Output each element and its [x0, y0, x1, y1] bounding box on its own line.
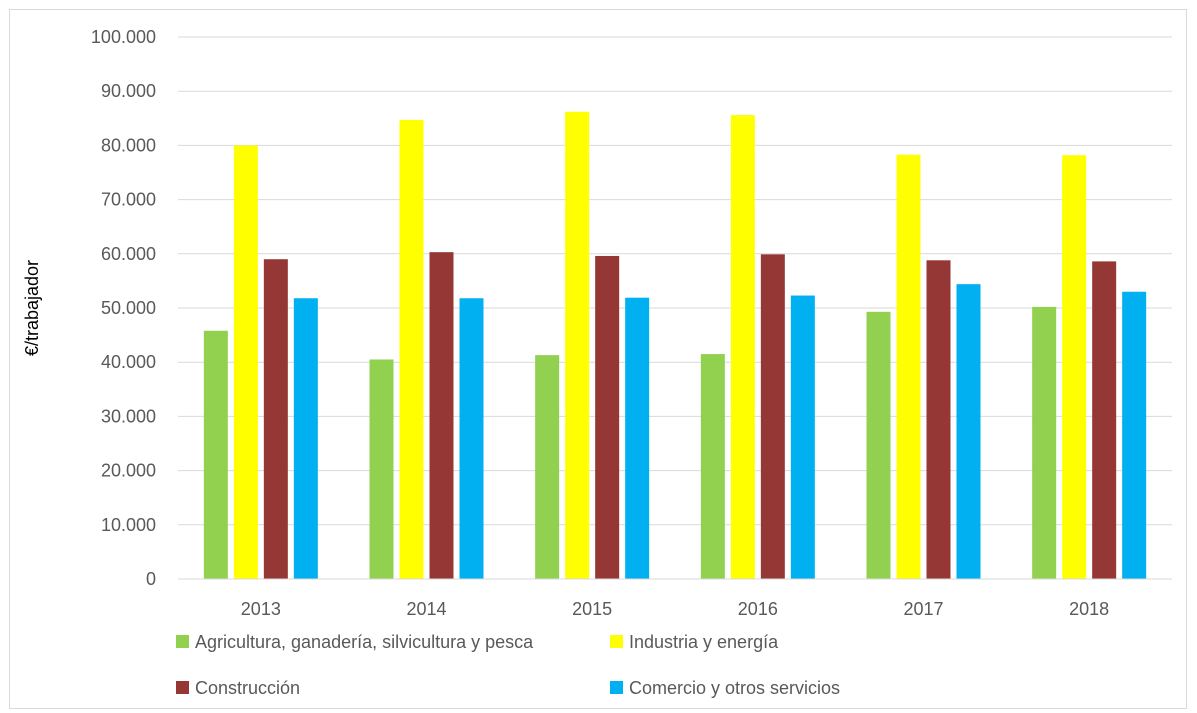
legend-label: Construcción: [195, 678, 300, 698]
x-tick-label: 2015: [572, 599, 612, 619]
legend: Agricultura, ganadería, silvicultura y p…: [176, 632, 840, 698]
gridlines: [178, 36, 1172, 526]
bar-2015-series-3: [595, 255, 620, 579]
x-tick-label: 2017: [903, 599, 943, 619]
bar-2013-series-1: [203, 330, 228, 579]
legend-swatch: [176, 635, 189, 648]
bar-2016-series-4: [790, 295, 815, 579]
y-axis-ticks: 0 10.000 20.000 30.000 40.000 50.000 60.000 70.…: [91, 27, 156, 589]
y-tick-label: 80.000: [101, 135, 156, 155]
x-tick-label: 2013: [241, 599, 281, 619]
legend-swatch: [176, 681, 189, 694]
y-tick-label: 30.000: [101, 406, 156, 426]
x-axis-ticks: 2013 2014 2015 2016 2017 2018: [241, 599, 1109, 619]
legend-label: Industria y energía: [629, 632, 779, 652]
bar-2018-series-4: [1122, 291, 1147, 579]
y-tick-label: 40.000: [101, 352, 156, 372]
bar-2016-series-1: [700, 354, 725, 579]
bar-2017-series-4: [956, 284, 981, 579]
legend-label: Comercio y otros servicios: [629, 678, 840, 698]
y-axis-title: €/trabajador: [22, 260, 42, 356]
y-tick-label: 0: [146, 569, 156, 589]
bar-2017-series-1: [866, 311, 891, 579]
y-tick-label: 20.000: [101, 461, 156, 481]
y-tick-label: 100.000: [91, 27, 156, 47]
bar-2018-series-2: [1062, 155, 1087, 579]
x-tick-label: 2014: [406, 599, 446, 619]
bar-2014-series-3: [429, 252, 454, 579]
x-tick-label: 2018: [1069, 599, 1109, 619]
y-tick-label: 10.000: [101, 515, 156, 535]
legend-swatch: [610, 635, 623, 648]
bars: [203, 111, 1147, 580]
legend-swatch: [610, 681, 623, 694]
legend-label: Agricultura, ganadería, silvicultura y p…: [195, 632, 534, 652]
bar-2016-series-3: [760, 254, 785, 580]
bar-2018-series-1: [1032, 306, 1057, 579]
bar-2015-series-1: [535, 355, 560, 579]
bar-2013-series-2: [233, 145, 258, 579]
bar-2015-series-2: [565, 111, 590, 580]
bar-2013-series-3: [263, 259, 288, 579]
chart-frame: [9, 9, 1187, 709]
bar-2017-series-3: [926, 260, 951, 579]
y-tick-label: 70.000: [101, 190, 156, 210]
y-tick-label: 60.000: [101, 244, 156, 264]
bar-2016-series-2: [730, 115, 755, 579]
bar-2015-series-4: [625, 297, 650, 579]
bar-2014-series-4: [459, 298, 484, 579]
y-tick-label: 90.000: [101, 81, 156, 101]
bar-2014-series-1: [369, 359, 394, 579]
bar-2013-series-4: [293, 298, 318, 579]
y-tick-label: 50.000: [101, 298, 156, 318]
x-tick-label: 2016: [738, 599, 778, 619]
bar-2017-series-2: [896, 154, 921, 579]
bar-2018-series-3: [1092, 261, 1117, 579]
bar-2014-series-2: [399, 119, 424, 580]
